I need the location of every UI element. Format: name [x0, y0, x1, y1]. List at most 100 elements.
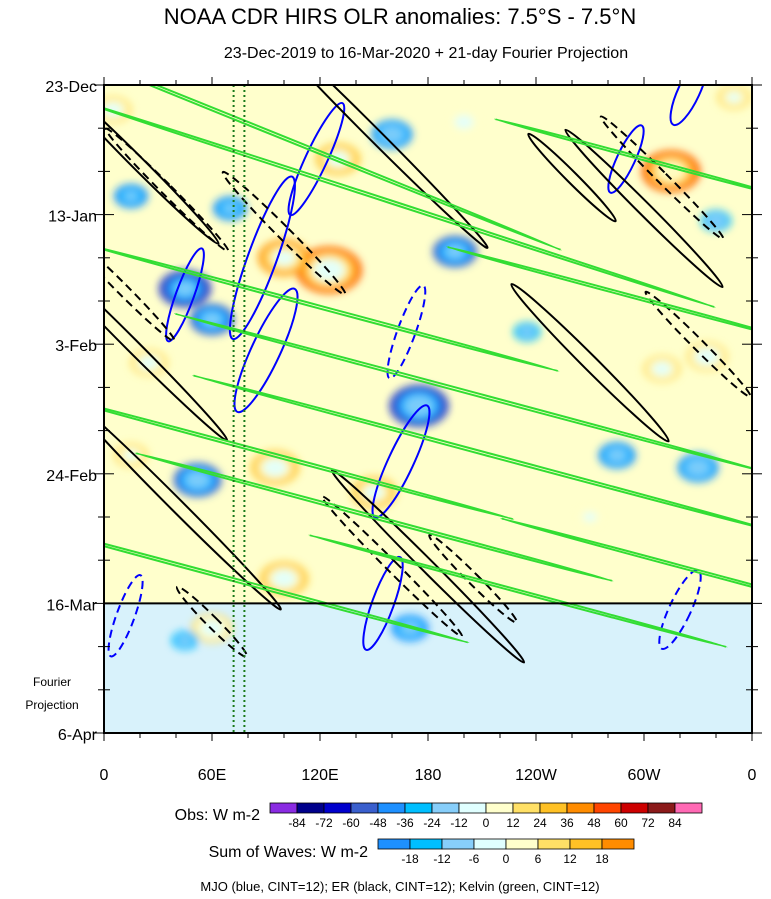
mjo-contour	[658, 569, 702, 650]
kelvin-contour	[104, 390, 515, 521]
kelvin-contour	[104, 85, 563, 251]
colorbar-swatch	[569, 838, 603, 850]
obs-colorbar-label: Obs: W m-2	[175, 807, 260, 824]
er-contour	[104, 127, 230, 253]
chart-title: NOAA CDR HIRS OLR anomalies: 7.5°S - 7.5…	[164, 4, 636, 29]
kelvin-contour	[191, 374, 752, 537]
y-tick-label: 16-Mar	[46, 597, 97, 614]
kelvin-contour	[104, 513, 470, 644]
colorbar-swatch	[404, 802, 433, 814]
y-tick-label: 6-Apr	[58, 727, 98, 744]
x-tick-label: 0	[748, 767, 757, 784]
colorbar-swatch	[566, 802, 595, 814]
colorbar-swatch	[647, 802, 676, 814]
colorbar-swatch	[512, 802, 541, 814]
colorbar-swatch	[601, 838, 635, 850]
colorbar-level-label: 48	[587, 816, 601, 830]
mjo-contour	[107, 574, 144, 658]
waves-colorbar-label: Sum of Waves: W m-2	[209, 844, 369, 861]
colorbar-swatch	[350, 802, 379, 814]
wave-overlays	[104, 85, 752, 664]
obs-anomaly-feature	[695, 348, 719, 365]
colorbar-level-label: -48	[369, 816, 387, 830]
er-contour	[321, 495, 463, 638]
projection-label-line2: Projection	[25, 698, 78, 712]
mjo-contour	[362, 555, 404, 651]
x-tick-label: 0	[100, 767, 109, 784]
colorbar-level-label: -6	[469, 852, 480, 866]
mjo-contour	[607, 124, 645, 194]
wave-er	[104, 85, 752, 664]
colorbar-level-label: -12	[433, 852, 451, 866]
colorbar-level-label: 24	[533, 816, 547, 830]
colorbar-level-label: 84	[668, 816, 682, 830]
projection-label-line1: Fourier	[33, 675, 71, 689]
er-contour	[221, 170, 347, 296]
er-contour	[510, 283, 670, 443]
colorbar-level-label: 12	[506, 816, 520, 830]
y-tick-label: 24-Feb	[46, 468, 97, 485]
y-tick-label: 23-Dec	[45, 79, 97, 96]
colorbar-swatch	[296, 802, 325, 814]
colorbar-swatch	[505, 838, 539, 850]
colorbar-level-label: -72	[315, 816, 333, 830]
er-contour	[644, 290, 752, 398]
obs-anomaly-feature	[583, 512, 597, 522]
chart-subtitle: 23-Dec-2019 to 16-Mar-2020 + 21-day Four…	[224, 45, 628, 62]
obs-anomaly-feature	[272, 570, 296, 587]
obs-anomaly-feature	[727, 92, 741, 102]
colorbar-swatch	[473, 838, 507, 850]
colorbar-level-label: 0	[483, 816, 490, 830]
obs-anomaly-feature	[200, 619, 224, 637]
er-contour	[564, 128, 724, 289]
colorbar-swatch	[674, 802, 703, 814]
obs-anomaly-feature	[124, 450, 138, 460]
colorbar-swatch	[441, 838, 475, 850]
kelvin-contour	[134, 452, 614, 582]
obs-anomaly-feature	[686, 459, 710, 476]
colorbar-level-label: -84	[288, 816, 306, 830]
er-contour	[104, 85, 220, 245]
colorbar-swatch	[620, 802, 649, 814]
colorbar-swatch	[377, 802, 406, 814]
colorbar-level-label: 0	[503, 852, 510, 866]
x-tick-label: 180	[415, 767, 442, 784]
kelvin-contour	[104, 242, 560, 373]
colorbar-swatch	[409, 838, 443, 850]
colorbar-level-label: 72	[641, 816, 655, 830]
colorbar-swatch	[323, 802, 352, 814]
kelvin-contour	[500, 517, 752, 616]
x-tick-label: 60W	[628, 767, 662, 784]
mjo-contour	[233, 287, 299, 414]
obs-anomaly-feature	[607, 448, 627, 462]
obs-anomaly-feature	[454, 115, 474, 129]
mjo-contour	[228, 175, 296, 341]
er-contour	[259, 85, 489, 249]
colorbar-swatch	[537, 838, 571, 850]
colorbar-level-label: 60	[614, 816, 628, 830]
obs-anomaly-feature	[652, 362, 672, 376]
colorbar-level-label: 18	[595, 852, 609, 866]
obs-anomaly-feature	[520, 327, 534, 337]
obs-anomaly-feature	[364, 485, 384, 499]
colorbar-swatch	[485, 802, 514, 814]
obs-anomaly-feature	[124, 191, 138, 201]
mjo-contour	[165, 247, 205, 343]
colorbar-swatch	[377, 838, 411, 850]
obs-anomaly-feature	[706, 214, 726, 228]
x-tick-label: 120W	[515, 767, 558, 784]
colorbar-swatch	[539, 802, 568, 814]
er-contour	[428, 533, 518, 624]
colorbar-level-label: 12	[563, 852, 577, 866]
colorbar-level-label: 36	[560, 816, 574, 830]
x-tick-label: 60E	[198, 767, 226, 784]
colorbar-level-label: -24	[423, 816, 441, 830]
obs-anomaly-feature	[178, 635, 192, 646]
wave-kelvin	[104, 85, 752, 648]
colorbar-level-label: 6	[535, 852, 542, 866]
wave-mjo	[107, 85, 709, 658]
kelvin-contour	[308, 534, 728, 648]
colorbar-level-label: -60	[342, 816, 360, 830]
kelvin-contour	[173, 312, 752, 475]
